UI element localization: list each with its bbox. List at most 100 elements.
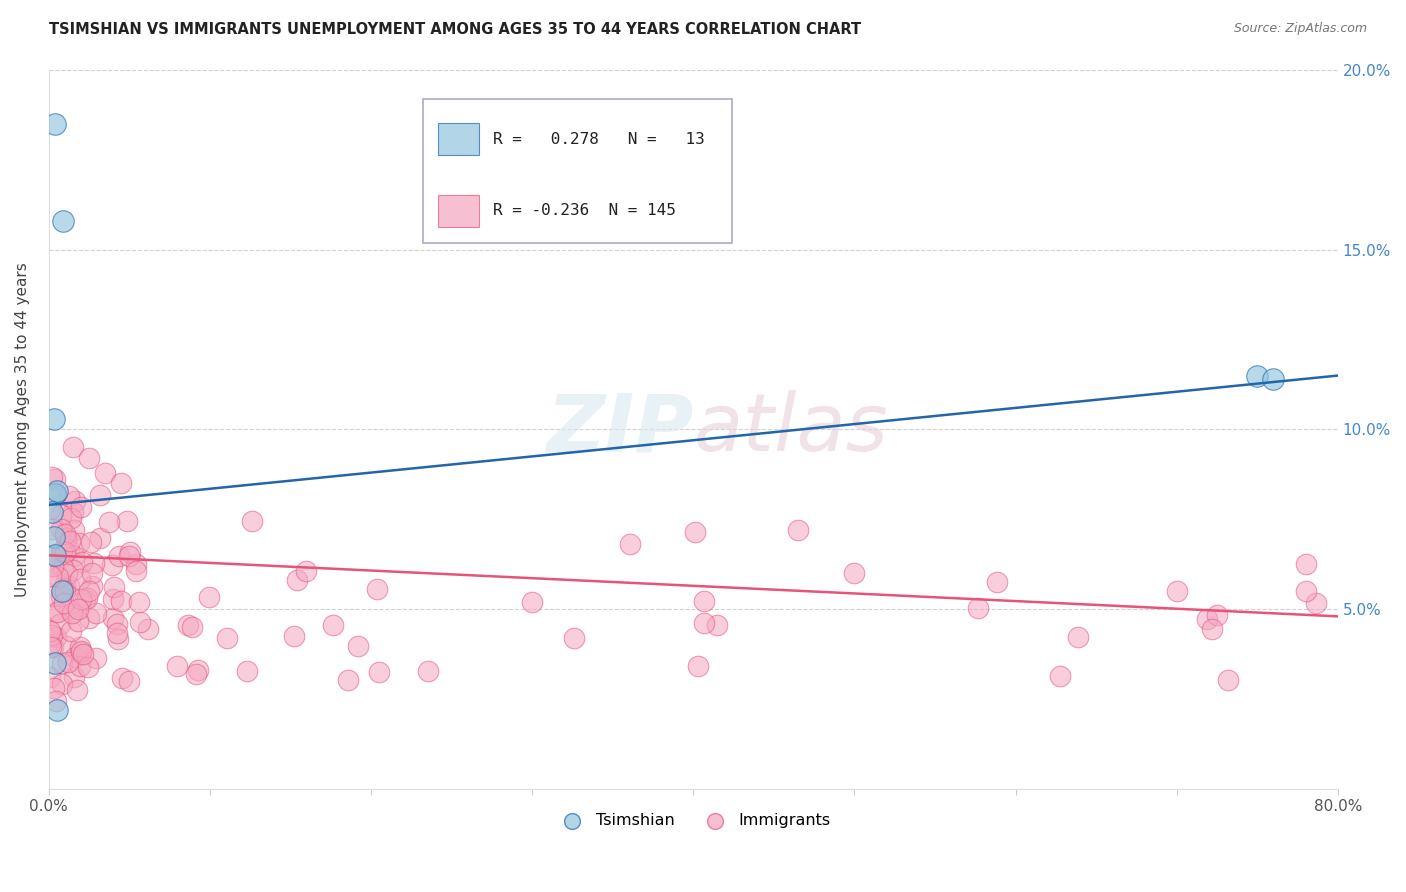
Point bbox=[337, 673, 360, 688]
Point bbox=[49, 522, 72, 536]
Point bbox=[41, 522, 63, 536]
Point bbox=[41, 569, 63, 583]
Point bbox=[120, 545, 142, 559]
Point bbox=[39, 624, 62, 639]
Point bbox=[80, 566, 103, 581]
Point bbox=[67, 614, 90, 628]
Point bbox=[69, 644, 91, 658]
Point bbox=[62, 441, 84, 455]
Point bbox=[59, 534, 82, 549]
Point bbox=[129, 615, 152, 629]
Point bbox=[39, 636, 62, 650]
Point bbox=[41, 640, 63, 655]
Point bbox=[125, 564, 148, 578]
Point bbox=[1263, 372, 1285, 386]
Point bbox=[1206, 608, 1229, 623]
FancyBboxPatch shape bbox=[439, 123, 479, 155]
Point bbox=[82, 579, 104, 593]
Point bbox=[39, 640, 62, 654]
Point bbox=[51, 656, 73, 670]
Point bbox=[683, 525, 706, 540]
Point bbox=[184, 667, 207, 681]
Point bbox=[39, 670, 62, 684]
Text: atlas: atlas bbox=[693, 391, 889, 468]
Point bbox=[294, 564, 316, 578]
Point bbox=[60, 607, 83, 621]
Point bbox=[52, 214, 75, 228]
Point bbox=[67, 536, 90, 550]
Point bbox=[49, 508, 72, 522]
Point bbox=[76, 660, 98, 674]
Point bbox=[1295, 584, 1317, 599]
Point bbox=[66, 683, 89, 698]
Point bbox=[283, 629, 305, 643]
Point bbox=[89, 531, 111, 545]
Point bbox=[187, 663, 209, 677]
Point bbox=[45, 487, 67, 501]
Point bbox=[1067, 630, 1090, 644]
Point bbox=[51, 544, 73, 558]
Point bbox=[181, 620, 204, 634]
FancyBboxPatch shape bbox=[439, 195, 479, 227]
Point bbox=[63, 523, 86, 537]
Point bbox=[42, 558, 65, 573]
Point bbox=[45, 694, 67, 708]
Point bbox=[1218, 673, 1240, 688]
Point bbox=[46, 605, 69, 619]
Point bbox=[62, 505, 84, 519]
Point bbox=[58, 543, 80, 558]
Point bbox=[177, 618, 200, 632]
Point bbox=[117, 674, 139, 689]
Point bbox=[285, 574, 308, 588]
Point bbox=[44, 471, 66, 485]
Text: R =   0.278   N =   13: R = 0.278 N = 13 bbox=[494, 131, 706, 146]
Point bbox=[368, 665, 391, 679]
Point bbox=[70, 555, 93, 569]
Point bbox=[100, 558, 122, 572]
Point bbox=[103, 592, 125, 607]
Point bbox=[65, 649, 87, 664]
Point bbox=[706, 618, 728, 632]
Point bbox=[70, 591, 93, 606]
Point bbox=[1201, 622, 1223, 636]
Point bbox=[41, 590, 63, 604]
Point bbox=[56, 566, 79, 581]
Point bbox=[128, 595, 150, 609]
Point bbox=[136, 623, 159, 637]
Point bbox=[62, 563, 84, 577]
Point bbox=[69, 572, 91, 586]
Point bbox=[59, 511, 82, 525]
Point bbox=[1246, 368, 1268, 383]
Point bbox=[80, 534, 103, 549]
Text: TSIMSHIAN VS IMMIGRANTS UNEMPLOYMENT AMONG AGES 35 TO 44 YEARS CORRELATION CHART: TSIMSHIAN VS IMMIGRANTS UNEMPLOYMENT AMO… bbox=[49, 22, 862, 37]
FancyBboxPatch shape bbox=[423, 99, 733, 243]
Point bbox=[55, 639, 77, 653]
Point bbox=[42, 530, 65, 544]
Point bbox=[39, 549, 62, 563]
Point bbox=[105, 616, 128, 631]
Y-axis label: Unemployment Among Ages 35 to 44 years: Unemployment Among Ages 35 to 44 years bbox=[15, 262, 30, 597]
Point bbox=[619, 536, 641, 550]
Point bbox=[110, 476, 132, 491]
Point bbox=[42, 411, 65, 425]
Point bbox=[41, 505, 63, 519]
Point bbox=[1305, 596, 1327, 610]
Point bbox=[520, 595, 543, 609]
Point bbox=[115, 514, 138, 528]
Point bbox=[347, 639, 370, 653]
Legend: Tsimshian, Immigrants: Tsimshian, Immigrants bbox=[550, 807, 837, 835]
Point bbox=[77, 611, 100, 625]
Point bbox=[53, 577, 76, 591]
Point bbox=[83, 556, 105, 570]
Point bbox=[49, 617, 72, 632]
Point bbox=[844, 566, 866, 581]
Point bbox=[986, 574, 1008, 589]
Point bbox=[42, 558, 65, 572]
Point bbox=[105, 626, 128, 640]
Point bbox=[1295, 558, 1317, 572]
Point bbox=[198, 590, 221, 604]
Point bbox=[240, 514, 263, 528]
Point bbox=[107, 549, 129, 563]
Point bbox=[63, 549, 86, 563]
Text: ZIP: ZIP bbox=[546, 391, 693, 468]
